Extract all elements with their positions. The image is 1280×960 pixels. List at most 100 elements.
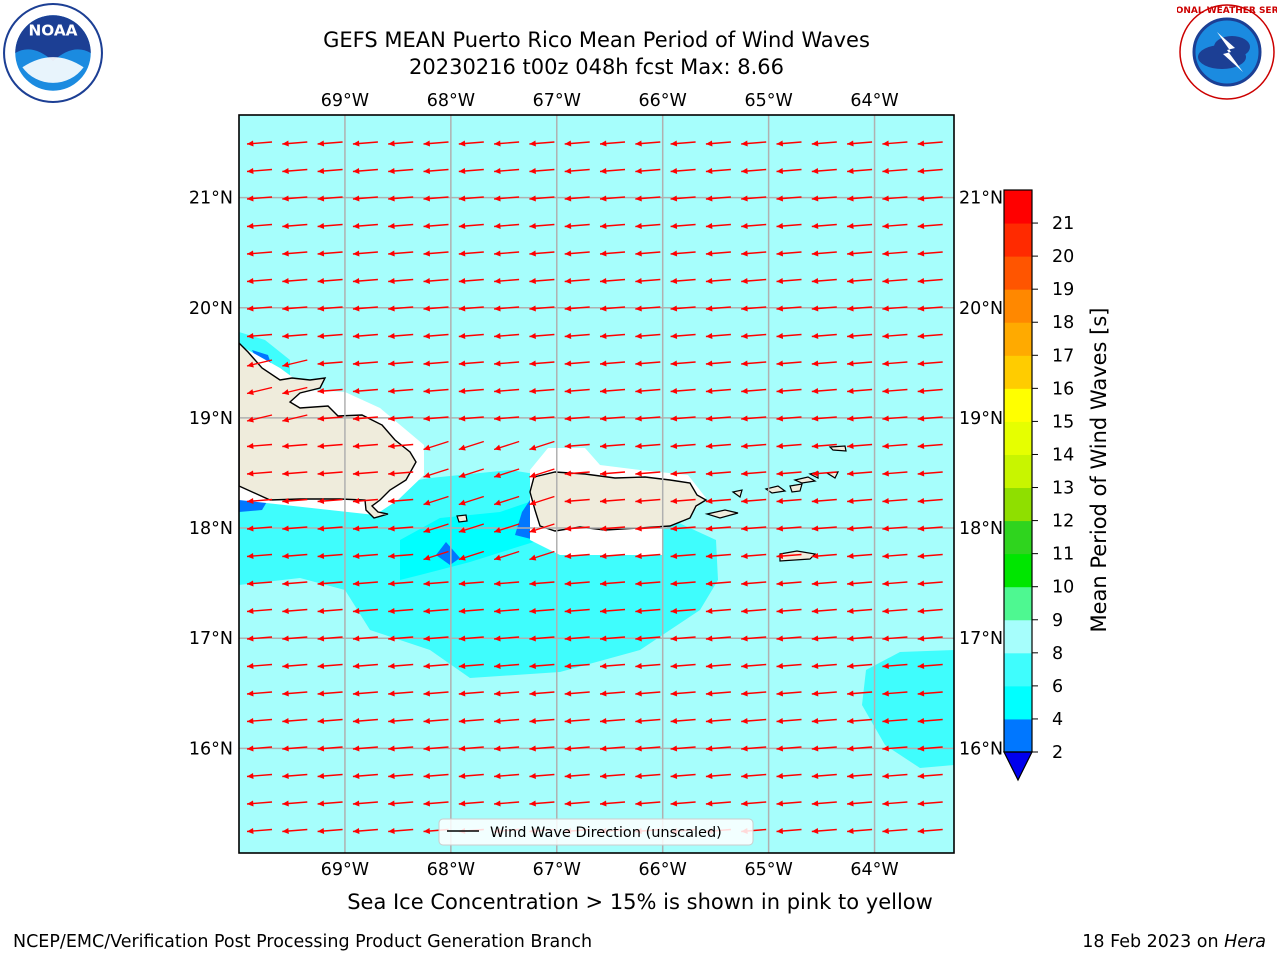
wave-arrow: [670, 250, 696, 257]
wave-arrow: [246, 607, 273, 615]
wave-arrow: [388, 332, 414, 340]
wave-arrow: [776, 470, 802, 477]
wave-arrow: [494, 717, 520, 725]
sea-ice-note: Sea Ice Concentration > 15% is shown in …: [347, 890, 933, 914]
wave-arrow: [917, 387, 943, 395]
wave-arrow: [458, 140, 484, 147]
wave-arrow: [882, 442, 908, 450]
colorbar-segment: [1004, 223, 1032, 257]
wave-arrow: [388, 662, 414, 670]
wave-arrow: [246, 140, 273, 147]
wave-arrow: [458, 495, 485, 506]
wave-arrow: [776, 442, 802, 450]
colorbar-tick-label: 4: [1052, 710, 1063, 730]
wave-arrow: [529, 332, 555, 340]
wave-arrow: [458, 440, 485, 451]
wave-period-zone-2-4-b: [436, 542, 460, 565]
wave-arrow: [635, 745, 661, 752]
wave-arrow: [741, 497, 767, 505]
wave-arrow: [705, 387, 731, 395]
wave-arrow: [423, 167, 449, 175]
wave-arrow: [882, 360, 908, 367]
colorbar: 2 4 6 8 9 10 11 12 13 14 15 16 17 18 19 20 21: [1003, 189, 1074, 782]
wave-arrow: [317, 827, 343, 835]
wave-arrow: [352, 250, 378, 257]
wave-arrow: [917, 442, 943, 450]
wave-arrow: [635, 195, 661, 202]
wave-arrow: [847, 360, 873, 367]
wave-arrow: [599, 552, 626, 560]
wave-arrow: [282, 827, 308, 835]
wave-arrow: [882, 745, 908, 752]
wave-arrow: [847, 662, 873, 670]
wave-arrow: [352, 195, 378, 202]
wave-arrow: [282, 332, 308, 340]
wave-arrow: [599, 250, 626, 257]
wave-arrow: [458, 360, 484, 367]
wave-arrow: [388, 717, 414, 725]
wave-arrow: [423, 440, 449, 451]
wave-arrow: [811, 222, 837, 230]
wave-arrow: [776, 827, 802, 835]
lon-label-bottom: 64°W: [850, 860, 898, 880]
wave-arrow: [494, 387, 520, 395]
wave-arrow: [705, 360, 731, 367]
wave-arrow: [564, 387, 590, 395]
wave-arrow: [635, 717, 661, 725]
wave-arrow: [776, 580, 802, 587]
wave-arrow: [599, 387, 626, 395]
lon-label-bottom: 69°W: [321, 860, 369, 880]
wave-arrow: [635, 277, 661, 285]
wave-arrow: [670, 442, 696, 450]
wave-arrow: [705, 525, 731, 532]
wave-arrow: [776, 415, 802, 422]
wave-arrow: [776, 305, 802, 312]
wave-arrow: [282, 305, 308, 312]
wave-arrow: [776, 552, 802, 560]
wave-arrow: [564, 470, 590, 477]
wave-arrow: [493, 440, 520, 451]
wave-arrow: [564, 332, 590, 340]
wave-arrow: [564, 800, 590, 807]
wave-arrow: [423, 635, 449, 642]
wave-arrow: [882, 387, 908, 395]
wave-arrow: [705, 195, 731, 202]
wave-arrow: [599, 772, 626, 780]
wave-arrow: [494, 360, 520, 367]
wave-arrow: [529, 635, 555, 642]
wave-arrow: [493, 523, 520, 533]
wave-arrow: [847, 140, 873, 147]
wave-arrow: [882, 580, 908, 587]
wave-arrow: [882, 552, 908, 560]
wave-arrow: [317, 525, 343, 532]
wave-arrow: [670, 470, 696, 477]
wave-arrow: [670, 525, 696, 532]
wave-arrow: [847, 580, 873, 587]
wave-arrow: [317, 415, 343, 422]
wave-arrow: [352, 745, 378, 752]
wave-arrow: [882, 525, 908, 532]
lat-label-left: 21°N: [189, 189, 233, 209]
wave-arrow: [282, 414, 308, 423]
wave-arrow: [564, 607, 590, 615]
wave-arrow: [882, 717, 908, 725]
wave-arrow: [564, 277, 590, 285]
wave-arrow: [458, 387, 484, 395]
wave-arrow: [635, 525, 661, 532]
wave-arrow: [317, 250, 343, 257]
colorbar-tick-label: 17: [1052, 346, 1074, 366]
wave-arrow: [670, 745, 696, 752]
wave-arrow: [847, 222, 873, 230]
wave-arrow: [741, 745, 767, 752]
wave-arrow: [282, 552, 308, 560]
wave-arrow: [847, 167, 873, 175]
wave-arrow: [423, 332, 449, 340]
wave-arrow: [917, 360, 943, 367]
wave-arrow: [917, 140, 943, 147]
lat-label-right: 19°N: [959, 409, 1003, 429]
wave-arrow: [494, 580, 520, 587]
wave-arrow: [388, 167, 414, 175]
wave-arrow: [847, 772, 873, 780]
wave-arrow: [635, 470, 661, 477]
wave-arrow: [670, 387, 696, 395]
